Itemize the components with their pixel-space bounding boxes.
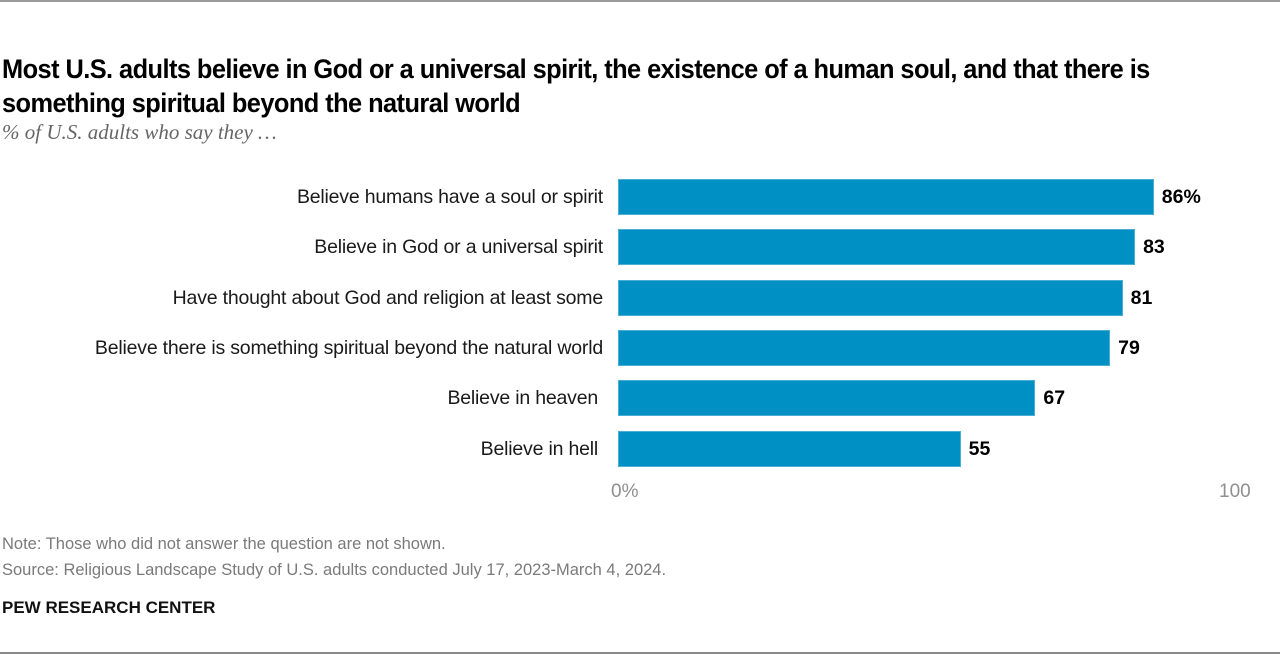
chart-title: Most U.S. adults believe in God or a uni…: [2, 54, 1150, 118]
value-label: 67: [1043, 387, 1066, 409]
x-axis-tick-min: 0%: [611, 481, 639, 502]
bar-row: Believe in hell 55: [0, 431, 1280, 467]
category-label: Believe humans have a soul or spirit: [296, 186, 603, 208]
chart-source: Source: Religious Landscape Study of U.S…: [2, 561, 667, 579]
category-label: Have thought about God and religion at l…: [172, 287, 604, 309]
value-label: 79: [1118, 337, 1140, 359]
bar: [618, 380, 1036, 416]
bottom-rule: [0, 652, 1280, 654]
bar-row: Believe in heaven 67: [0, 380, 1280, 416]
bar-row: Believe there is something spiritual bey…: [0, 330, 1280, 366]
category-label: Believe there is something spiritual bey…: [94, 337, 603, 359]
category-label: Believe in heaven: [447, 387, 598, 409]
x-axis-tick-max: 100: [1219, 481, 1251, 502]
value-label: 86%: [1161, 186, 1201, 208]
category-label: Believe in hell: [480, 438, 599, 460]
chart-subtitle: % of U.S. adults who say they …: [2, 120, 277, 144]
bar: [618, 330, 1111, 366]
brand-logo-text: PEW RESEARCH CENTER: [2, 598, 216, 617]
bar: [618, 431, 961, 467]
top-rule: [0, 0, 1280, 2]
category-label: Believe in God or a universal spirit: [314, 236, 603, 258]
value-label: 81: [1130, 287, 1153, 309]
bar-row: Believe in God or a universal spirit 83: [0, 229, 1280, 265]
value-label: 55: [968, 438, 991, 460]
bar: [618, 229, 1136, 265]
bar-row: Believe humans have a soul or spirit 86%: [0, 179, 1280, 215]
bar: [618, 179, 1154, 215]
value-label: 83: [1143, 236, 1165, 258]
bar-row: Have thought about God and religion at l…: [0, 280, 1280, 316]
bar: [618, 280, 1123, 316]
chart-note: Note: Those who did not answer the quest…: [2, 535, 446, 553]
